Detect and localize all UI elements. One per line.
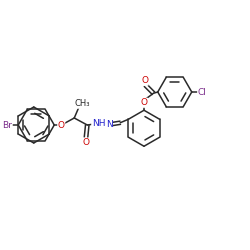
Text: N: N xyxy=(106,120,112,129)
Text: O: O xyxy=(58,120,65,130)
Text: NH: NH xyxy=(92,119,105,128)
Text: O: O xyxy=(140,98,147,107)
Text: CH₃: CH₃ xyxy=(74,99,90,108)
Text: O: O xyxy=(82,138,89,147)
Text: Br: Br xyxy=(2,120,12,130)
Text: O: O xyxy=(141,76,148,85)
Text: Cl: Cl xyxy=(198,88,207,96)
